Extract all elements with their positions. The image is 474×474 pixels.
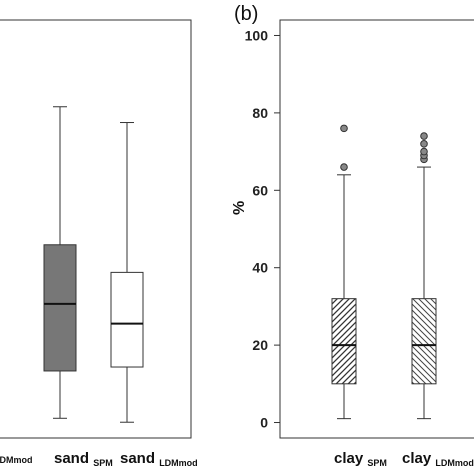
box-b-2-outlier-5 xyxy=(420,132,428,140)
category-main-b-2: clay xyxy=(402,450,435,467)
panel-a-cut-label: LDMmod xyxy=(0,455,33,465)
panel-b-label: (b) xyxy=(234,3,258,25)
box-b-1-outlier-1 xyxy=(340,163,348,171)
panel-b-frame xyxy=(279,19,474,439)
y-tick-label-80: 80 xyxy=(252,105,268,121)
y-tick-label-20: 20 xyxy=(252,337,268,353)
box-a-2-iqr xyxy=(110,271,144,368)
box-b-1-iqr xyxy=(331,298,357,385)
y-tick-label-60: 60 xyxy=(252,182,268,198)
panel-b-ylabel: % xyxy=(231,201,248,215)
category-label-b-2: clay LDMmod xyxy=(402,450,474,468)
box-b-2-iqr xyxy=(411,298,437,385)
box-b-2-outlier-3 xyxy=(420,147,428,156)
category-sub-b-1: SPM xyxy=(367,458,387,468)
box-b-2-outlier-4 xyxy=(420,140,428,148)
category-label-b-1: clay SPM xyxy=(334,450,387,468)
panel-a-frame xyxy=(0,19,192,439)
category-main-a-1: sand xyxy=(54,450,93,467)
category-label-a-1: sand SPM xyxy=(54,450,113,468)
category-sub-b-2: LDMmod xyxy=(435,458,474,468)
category-main-a-2: sand xyxy=(120,450,159,467)
box-a-1-iqr xyxy=(43,244,77,372)
y-tick-label-40: 40 xyxy=(252,260,268,276)
box-b-1-outlier-2 xyxy=(340,124,348,133)
category-main-b-1: clay xyxy=(334,450,367,467)
y-tick-label-0: 0 xyxy=(260,415,268,431)
panel-a-plot: sand SPM sand LDMmod xyxy=(43,106,198,468)
y-tick-label-100: 100 xyxy=(245,27,269,43)
category-label-a-2: sand LDMmod xyxy=(120,450,198,468)
category-sub-a-1: SPM xyxy=(93,458,113,468)
category-sub-a-2: LDMmod xyxy=(159,458,198,468)
